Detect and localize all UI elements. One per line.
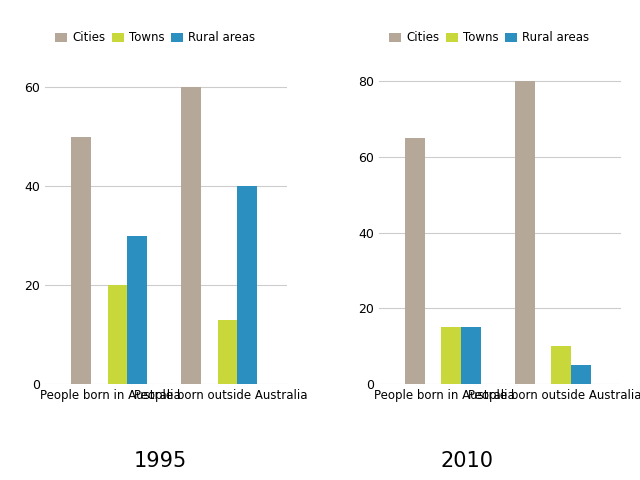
Bar [552,346,572,384]
Legend: Cities, Towns, Rural areas: Cities, Towns, Rural areas [51,26,260,49]
Bar [515,81,535,384]
Legend: Cities, Towns, Rural areas: Cities, Towns, Rural areas [385,26,594,49]
Bar [127,236,147,384]
Bar [405,138,425,384]
Bar [237,186,257,384]
Bar [108,285,127,384]
Bar [71,137,91,384]
Text: 1995: 1995 [133,451,187,471]
Bar [572,365,591,384]
Bar [218,320,237,384]
Bar [181,87,201,384]
Bar [442,327,461,384]
Bar [461,327,481,384]
Text: 2010: 2010 [441,451,493,471]
